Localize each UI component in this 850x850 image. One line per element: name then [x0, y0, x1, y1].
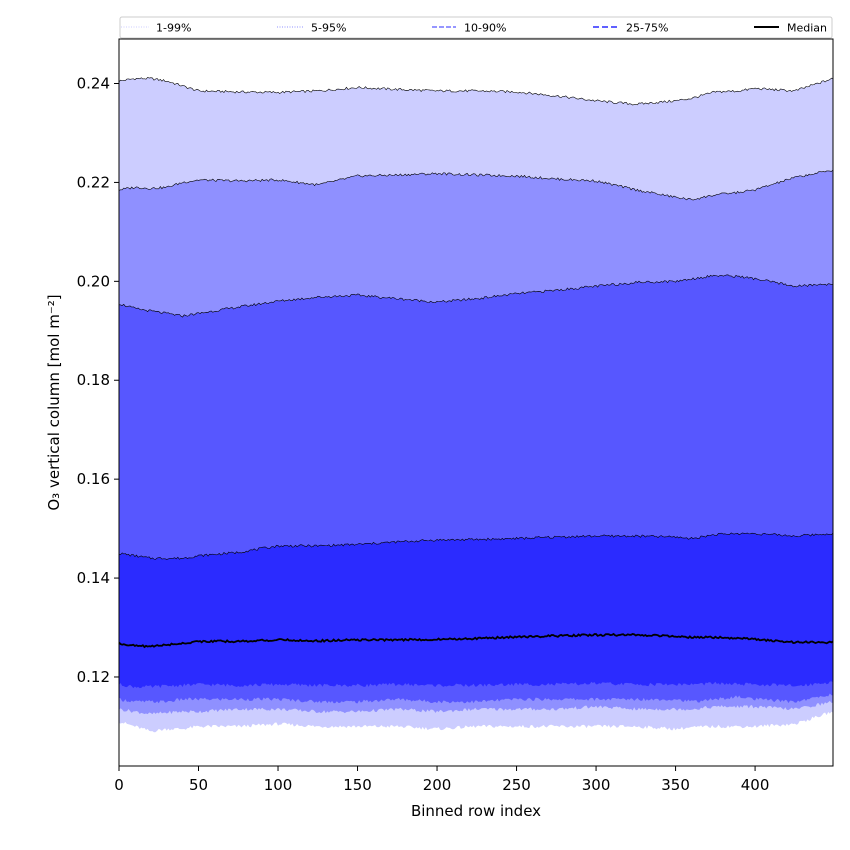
- x-tick-label: 300: [582, 776, 611, 794]
- legend-label-25-75%: 25-75%: [626, 22, 668, 35]
- legend-label-Median: Median: [787, 22, 827, 35]
- x-tick-label: 250: [502, 776, 531, 794]
- legend-box: [119, 16, 833, 39]
- x-tick-label: 100: [264, 776, 293, 794]
- y-tick-label: 0.20: [77, 272, 110, 290]
- band-1-99%-upper-edge: [118, 76, 834, 106]
- y-tick-label: 0.24: [77, 75, 110, 93]
- bands-layer: [119, 77, 833, 733]
- y-axis-label: O₃ vertical column [mol m⁻²]: [45, 294, 63, 510]
- median-line: [118, 632, 834, 649]
- x-tick-label: 50: [189, 776, 208, 794]
- band-25-75%-upper-edge: [118, 532, 834, 560]
- legend: 1-99% 5-95% 10-90% 25-75% Median: [119, 16, 833, 39]
- x-tick-label: 0: [114, 776, 124, 794]
- band-10-90%-upper-edge: [118, 274, 834, 318]
- legend-label-1-99%: 1-99%: [156, 22, 191, 35]
- y-tick-label: 0.14: [77, 569, 110, 587]
- y-tick-label: 0.22: [77, 173, 110, 191]
- band-25-75%-area: [119, 532, 833, 689]
- x-tick-label: 400: [741, 776, 770, 794]
- median-layer: [118, 632, 834, 649]
- x-tick-label: 200: [423, 776, 452, 794]
- y-tick-label: 0.18: [77, 371, 110, 389]
- x-tick-label: 350: [661, 776, 690, 794]
- y-tick-label: 0.12: [77, 668, 110, 686]
- band-5-95%-upper-edge: [118, 169, 834, 201]
- plot-frame: [118, 38, 834, 767]
- y-axis: 0.12 0.14 0.16 0.18 0.20 0.22 0.24: [77, 75, 119, 686]
- y-tick-label: 0.16: [77, 470, 110, 488]
- x-axis-label: Binned row index: [411, 802, 541, 820]
- legend-label-5-95%: 5-95%: [311, 22, 346, 35]
- x-tick-label: 150: [343, 776, 372, 794]
- legend-label-10-90%: 10-90%: [464, 22, 506, 35]
- x-axis: 0 50 100 150 200 250 300 350 400: [114, 766, 769, 794]
- band-edges-layer: [118, 76, 834, 560]
